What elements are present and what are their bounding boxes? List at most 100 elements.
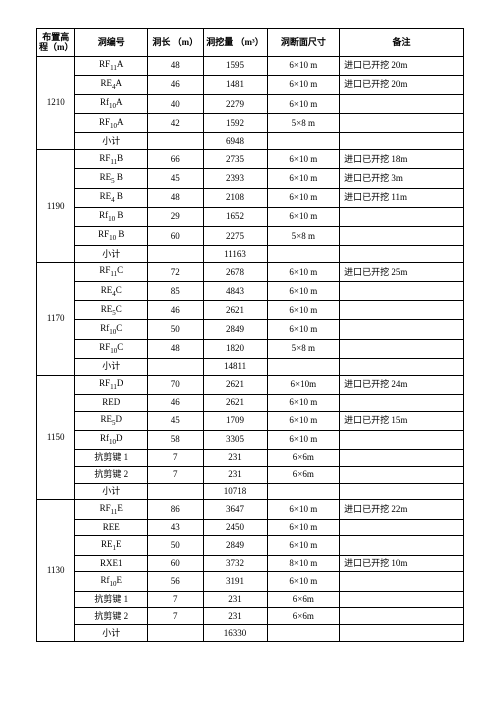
cell-elev: 1190 <box>37 150 75 263</box>
cell-remark: 进口已开挖 18m <box>340 150 464 169</box>
cell-code: RED <box>75 394 148 411</box>
cell-length: 48 <box>148 188 204 207</box>
table-row: RE5C4626216×10 m <box>37 301 464 320</box>
cell-remark <box>340 572 464 591</box>
cell-elev: 1130 <box>37 500 75 642</box>
cell-section: 6×10 m <box>267 500 340 519</box>
cell-code: RE5D <box>75 411 148 430</box>
cell-length: 45 <box>148 411 204 430</box>
cell-code: 抗剪键 2 <box>75 466 148 483</box>
col-elev: 布置高 程（m） <box>37 29 75 57</box>
table-row: 1170RF11C7226786×10 m进口已开挖 25m <box>37 262 464 281</box>
cell-remark: 进口已开挖 15m <box>340 411 464 430</box>
cell-length: 43 <box>148 519 204 536</box>
table-row: RE4C8548436×10 m <box>37 282 464 301</box>
cell-remark <box>340 207 464 226</box>
table-row: RE1E5028496×10 m <box>37 536 464 555</box>
cell-section: 6×10 m <box>267 262 340 281</box>
cell-length: 7 <box>148 591 204 608</box>
table-row: REE4324506×10 m <box>37 519 464 536</box>
cell-length: 60 <box>148 555 204 572</box>
cell-section: 6×6m <box>267 608 340 625</box>
cell-code: 小计 <box>75 625 148 642</box>
cell-section: 6×10 m <box>267 430 340 449</box>
cell-section: 5×8 m <box>267 339 340 358</box>
cell-section <box>267 483 340 500</box>
cell-remark <box>340 394 464 411</box>
cell-section: 6×10 m <box>267 394 340 411</box>
cell-remark <box>340 226 464 245</box>
cell-remark <box>340 301 464 320</box>
cell-code: RF11D <box>75 375 148 394</box>
cell-code: RE5C <box>75 301 148 320</box>
cell-volume: 1595 <box>203 56 267 75</box>
cell-code: RE4 B <box>75 188 148 207</box>
cell-code: RF11A <box>75 56 148 75</box>
cell-volume: 231 <box>203 466 267 483</box>
cell-section: 5×8 m <box>267 226 340 245</box>
cell-remark <box>340 625 464 642</box>
cell-remark <box>340 536 464 555</box>
table-row: RF10C4818205×8 m <box>37 339 464 358</box>
cell-code: RF11B <box>75 150 148 169</box>
cell-section: 8×10 m <box>267 555 340 572</box>
cell-volume: 2849 <box>203 320 267 339</box>
cell-code: RF10C <box>75 339 148 358</box>
cell-elev: 1170 <box>37 262 75 375</box>
cell-remark: 进口已开挖 11m <box>340 188 464 207</box>
col-section: 洞断面尺寸 <box>267 29 340 57</box>
cell-length: 46 <box>148 394 204 411</box>
cell-length: 85 <box>148 282 204 301</box>
cell-code: RF11E <box>75 500 148 519</box>
cell-section: 6×10 m <box>267 188 340 207</box>
table-row: RE4 B4821086×10 m进口已开挖 11m <box>37 188 464 207</box>
cell-section: 6×10 m <box>267 320 340 339</box>
cell-section: 6×6m <box>267 591 340 608</box>
cell-code: RF11C <box>75 262 148 281</box>
cell-length: 46 <box>148 301 204 320</box>
cell-section: 6×6m <box>267 466 340 483</box>
cell-code: RF10A <box>75 114 148 133</box>
cell-remark: 进口已开挖 22m <box>340 500 464 519</box>
cell-section: 6×10 m <box>267 169 340 188</box>
cell-code: Rf10E <box>75 572 148 591</box>
cell-length: 46 <box>148 75 204 94</box>
table-row: 小计14811 <box>37 358 464 375</box>
table-row: 小计11163 <box>37 246 464 263</box>
cell-volume: 6948 <box>203 133 267 150</box>
cell-volume: 231 <box>203 591 267 608</box>
cell-volume: 1481 <box>203 75 267 94</box>
table-row: 抗剪键 272316×6m <box>37 466 464 483</box>
cell-elev: 1150 <box>37 375 75 500</box>
table-row: 1130RF11E8636476×10 m进口已开挖 22m <box>37 500 464 519</box>
cell-volume: 2735 <box>203 150 267 169</box>
cell-remark: 进口已开挖 3m <box>340 169 464 188</box>
cell-length: 70 <box>148 375 204 394</box>
cell-length: 86 <box>148 500 204 519</box>
cell-code: 抗剪键 1 <box>75 591 148 608</box>
table-row: Rf10D5833056×10 m <box>37 430 464 449</box>
cell-section: 6×10 m <box>267 572 340 591</box>
cell-section: 6×10 m <box>267 207 340 226</box>
cell-length: 7 <box>148 449 204 466</box>
cell-volume: 2108 <box>203 188 267 207</box>
table-row: RF10A4215925×8 m <box>37 114 464 133</box>
table-row: RXE16037328×10 m进口已开挖 10m <box>37 555 464 572</box>
cell-length: 7 <box>148 466 204 483</box>
cell-length <box>148 246 204 263</box>
cell-length: 40 <box>148 94 204 113</box>
cell-remark <box>340 282 464 301</box>
table-row: Rf10E5631916×10 m <box>37 572 464 591</box>
table-row: 抗剪键 172316×6m <box>37 449 464 466</box>
cell-length: 56 <box>148 572 204 591</box>
cell-remark <box>340 246 464 263</box>
cell-code: Rf10C <box>75 320 148 339</box>
cell-remark <box>340 466 464 483</box>
cell-volume: 3305 <box>203 430 267 449</box>
cell-remark <box>340 114 464 133</box>
cell-section: 6×10 m <box>267 411 340 430</box>
cell-code: Rf10A <box>75 94 148 113</box>
cell-length: 48 <box>148 339 204 358</box>
cell-remark <box>340 133 464 150</box>
cell-remark <box>340 339 464 358</box>
